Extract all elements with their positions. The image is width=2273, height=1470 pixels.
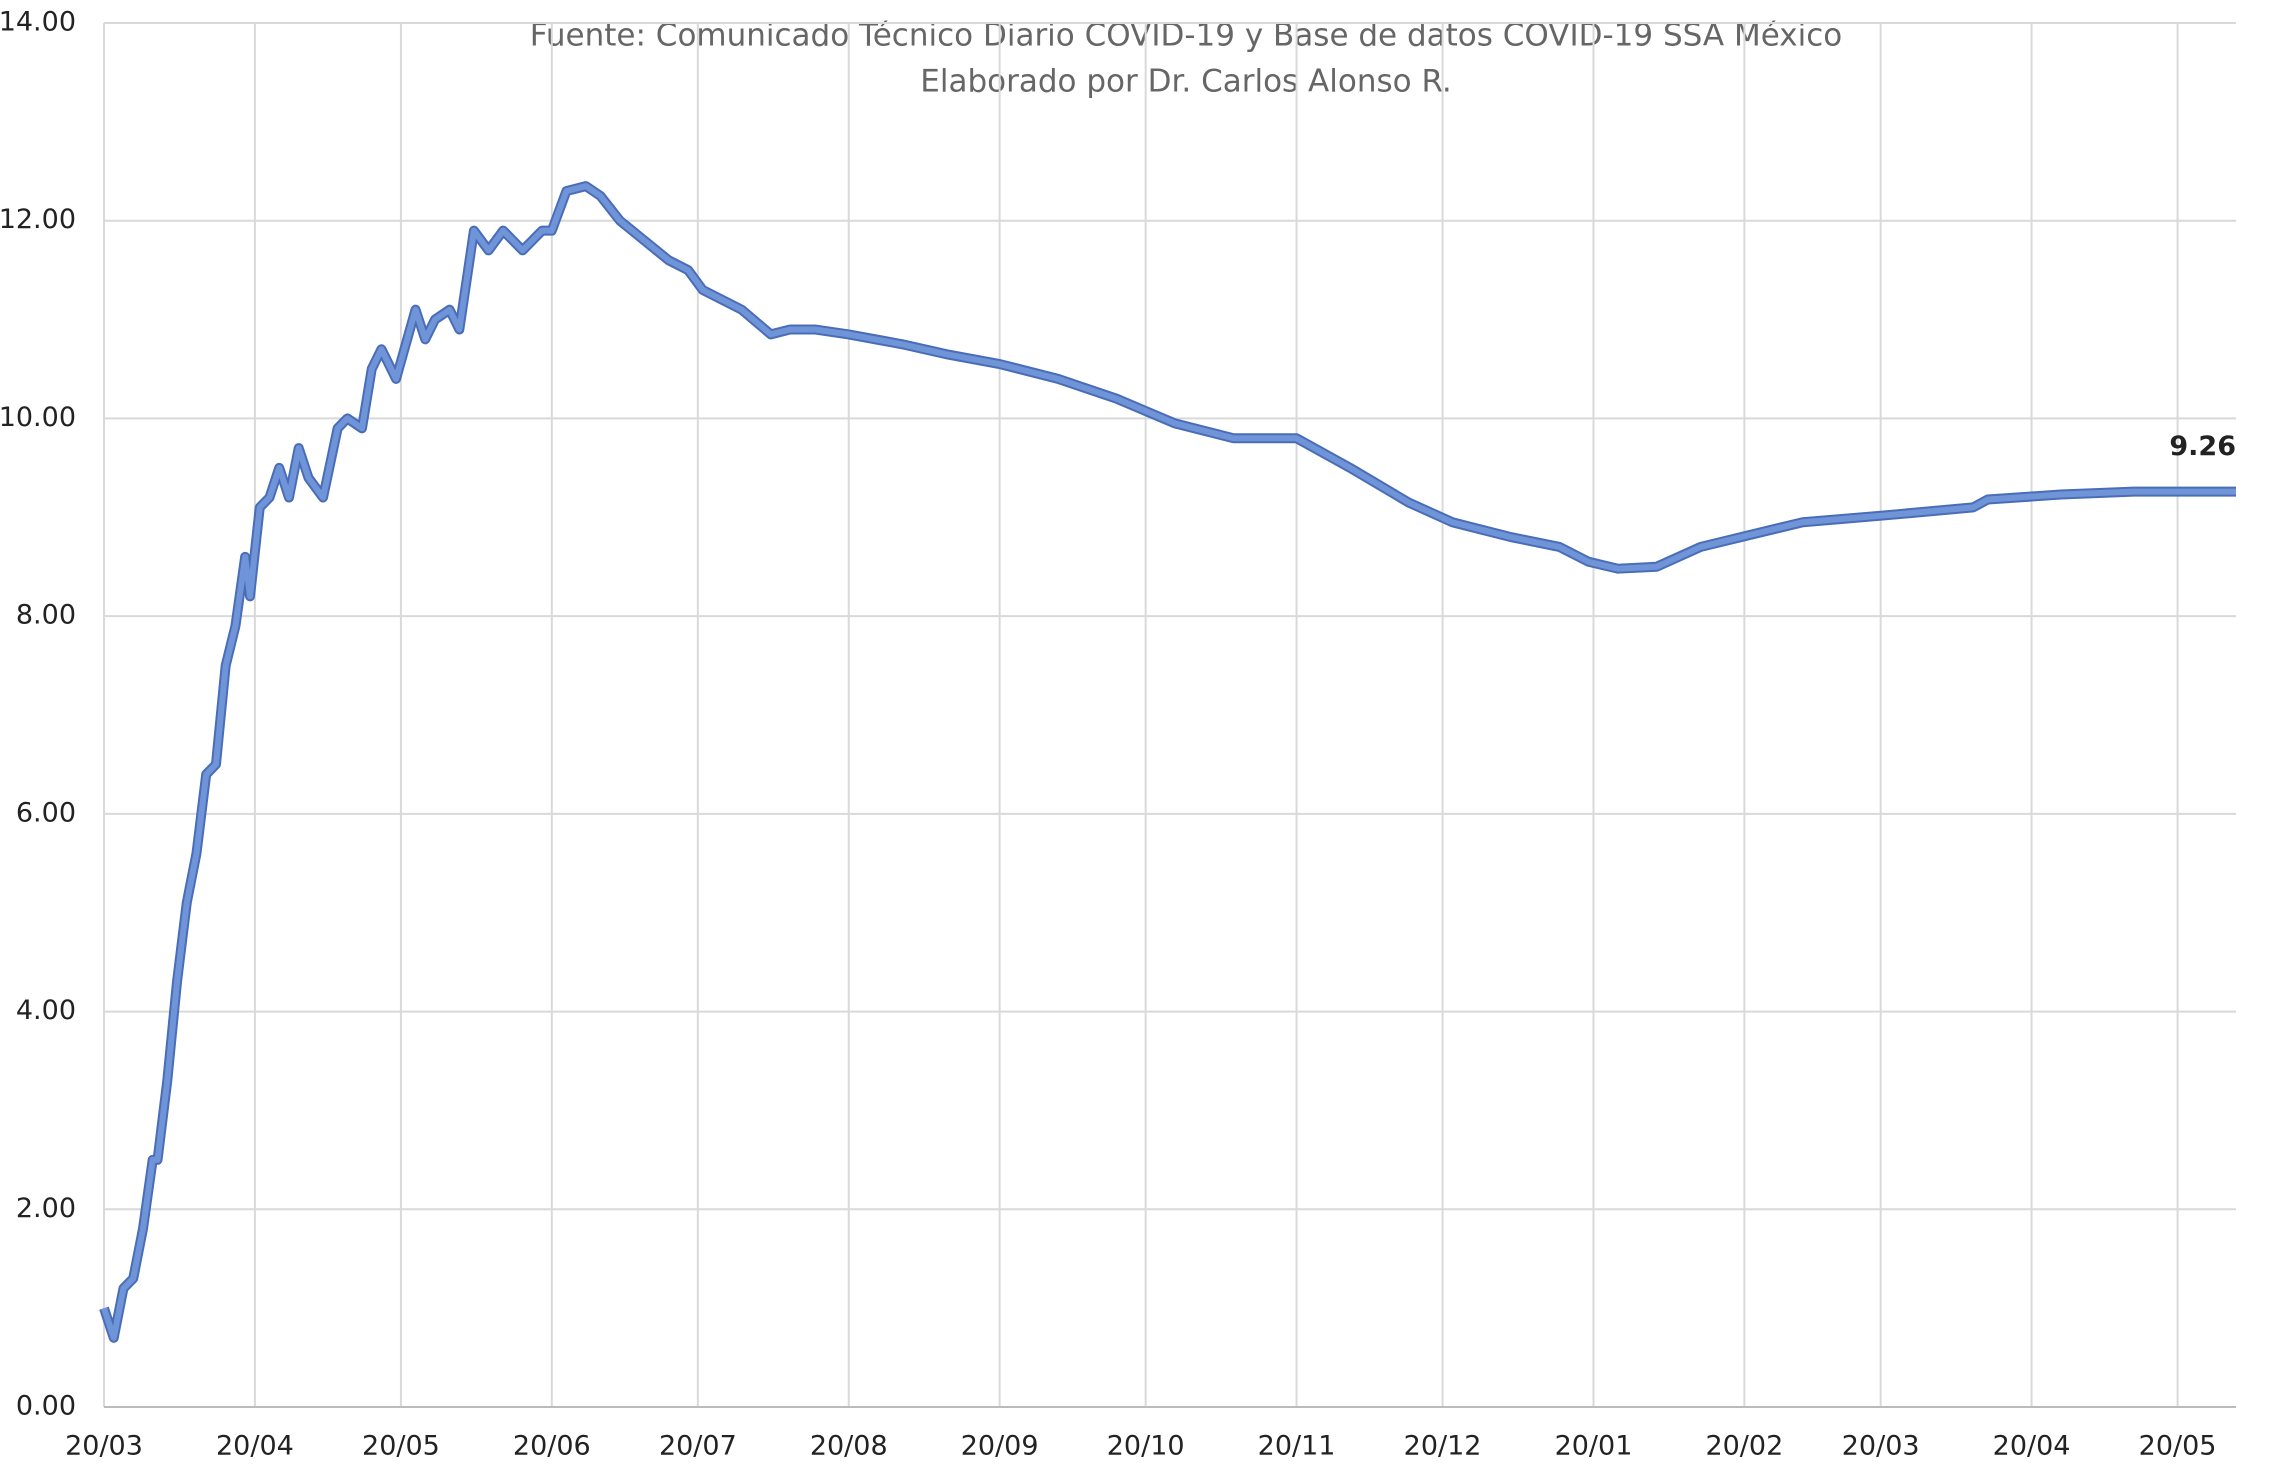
y-tick-label: 4.00 xyxy=(16,995,76,1026)
x-tick-label: 20/05 xyxy=(2139,1431,2217,1462)
x-tick-label: 20/07 xyxy=(659,1431,737,1462)
x-tick-label: 20/12 xyxy=(1404,1431,1482,1462)
x-tick-label: 20/06 xyxy=(513,1431,591,1462)
x-tick-label: 20/04 xyxy=(1993,1431,2071,1462)
y-tick-label: 2.00 xyxy=(16,1193,76,1224)
x-tick-label: 20/05 xyxy=(362,1431,440,1462)
x-tick-label: 20/03 xyxy=(65,1431,143,1462)
y-tick-label: 14.00 xyxy=(0,7,76,38)
x-tick-label: 20/08 xyxy=(810,1431,888,1462)
x-tick-label: 20/01 xyxy=(1555,1431,1633,1462)
x-tick-label: 20/02 xyxy=(1705,1431,1783,1462)
x-tick-label: 20/11 xyxy=(1258,1431,1336,1462)
y-tick-label: 10.00 xyxy=(0,402,76,433)
y-tick-label: 6.00 xyxy=(16,797,76,828)
line xyxy=(101,183,2236,1341)
y-tick-label: 0.00 xyxy=(16,1391,76,1422)
x-tick-label: 20/04 xyxy=(216,1431,294,1462)
x-tick-label: 20/03 xyxy=(1842,1431,1920,1462)
y-tick-label: 8.00 xyxy=(16,600,76,631)
line-shadow xyxy=(99,181,2236,1343)
y-tick-label: 12.00 xyxy=(0,204,76,235)
annotation: 9.26 xyxy=(2169,431,2236,462)
subtitle: Elaborado por Dr. Carlos Alonso R. xyxy=(920,64,1451,100)
x-tick-label: 20/09 xyxy=(961,1431,1039,1462)
x-tick-label: 20/10 xyxy=(1107,1431,1185,1462)
